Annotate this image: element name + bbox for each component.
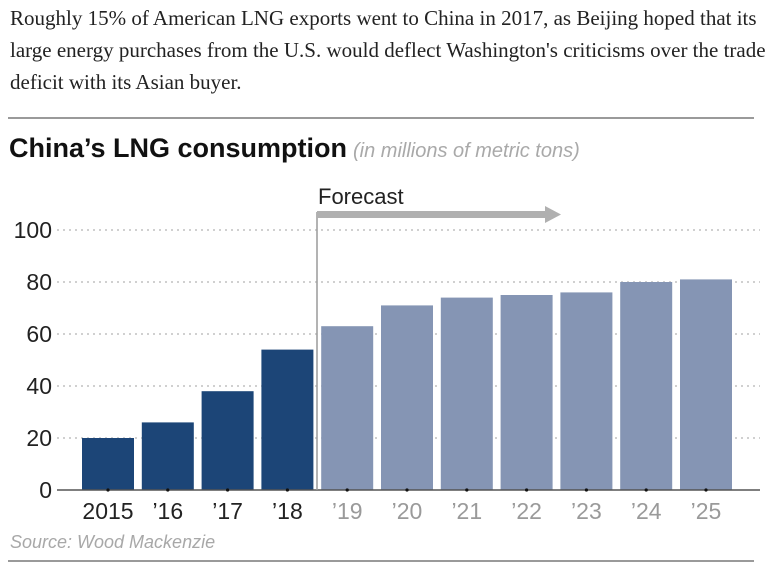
bar [500, 295, 553, 490]
bar [141, 422, 194, 490]
bar [680, 279, 732, 490]
chart-source: Source: Wood Mackenzie [10, 532, 216, 552]
x-tick-mark [525, 488, 529, 492]
bar [82, 438, 134, 490]
x-tick-mark [166, 488, 170, 492]
forecast-label: Forecast [318, 184, 404, 209]
forecast-arrow-shaft [317, 211, 545, 218]
x-tick-mark [405, 488, 409, 492]
bottom-divider [8, 560, 754, 562]
x-tick-mark [345, 488, 349, 492]
x-tick-label: ’22 [511, 498, 542, 524]
x-tick-label: ’21 [451, 498, 482, 524]
forecast-arrow-head [545, 206, 561, 223]
x-tick-mark [465, 488, 469, 492]
bar [381, 305, 433, 490]
bar [440, 297, 493, 490]
x-tick-label: ’16 [152, 498, 183, 524]
bar [261, 349, 314, 490]
bar [560, 292, 613, 490]
top-divider [8, 117, 754, 119]
bar [201, 391, 254, 490]
x-tick-label: 2015 [82, 498, 133, 524]
y-tick-label: 20 [26, 425, 52, 451]
y-tick-label: 0 [39, 477, 52, 503]
y-tick-label: 100 [14, 217, 52, 243]
x-tick-mark [704, 488, 708, 492]
bar [321, 326, 374, 490]
x-tick-label: ’20 [392, 498, 423, 524]
x-tick-mark [584, 488, 589, 492]
x-tick-label: ’19 [332, 498, 363, 524]
y-tick-label: 40 [26, 373, 52, 399]
x-tick-label: ’23 [571, 498, 602, 524]
bar [620, 282, 673, 490]
y-tick-label: 80 [26, 269, 52, 295]
chart-subtitle: (in millions of metric tons) [353, 140, 580, 162]
chart-title-text: China’s LNG consumption [9, 133, 348, 163]
x-tick-label: ’25 [691, 498, 722, 524]
x-tick-mark [644, 488, 648, 492]
x-tick-mark [226, 488, 230, 492]
x-tick-label: ’18 [272, 498, 303, 524]
x-tick-label: ’17 [212, 498, 243, 524]
x-tick-label: ’24 [631, 498, 662, 524]
y-tick-label: 60 [26, 321, 52, 347]
x-tick-mark [285, 488, 289, 492]
article-caption: Roughly 15% of American LNG exports went… [10, 6, 766, 94]
x-tick-mark [106, 488, 110, 492]
chart-title: China’s LNG consumption (in millions of m… [9, 133, 580, 164]
